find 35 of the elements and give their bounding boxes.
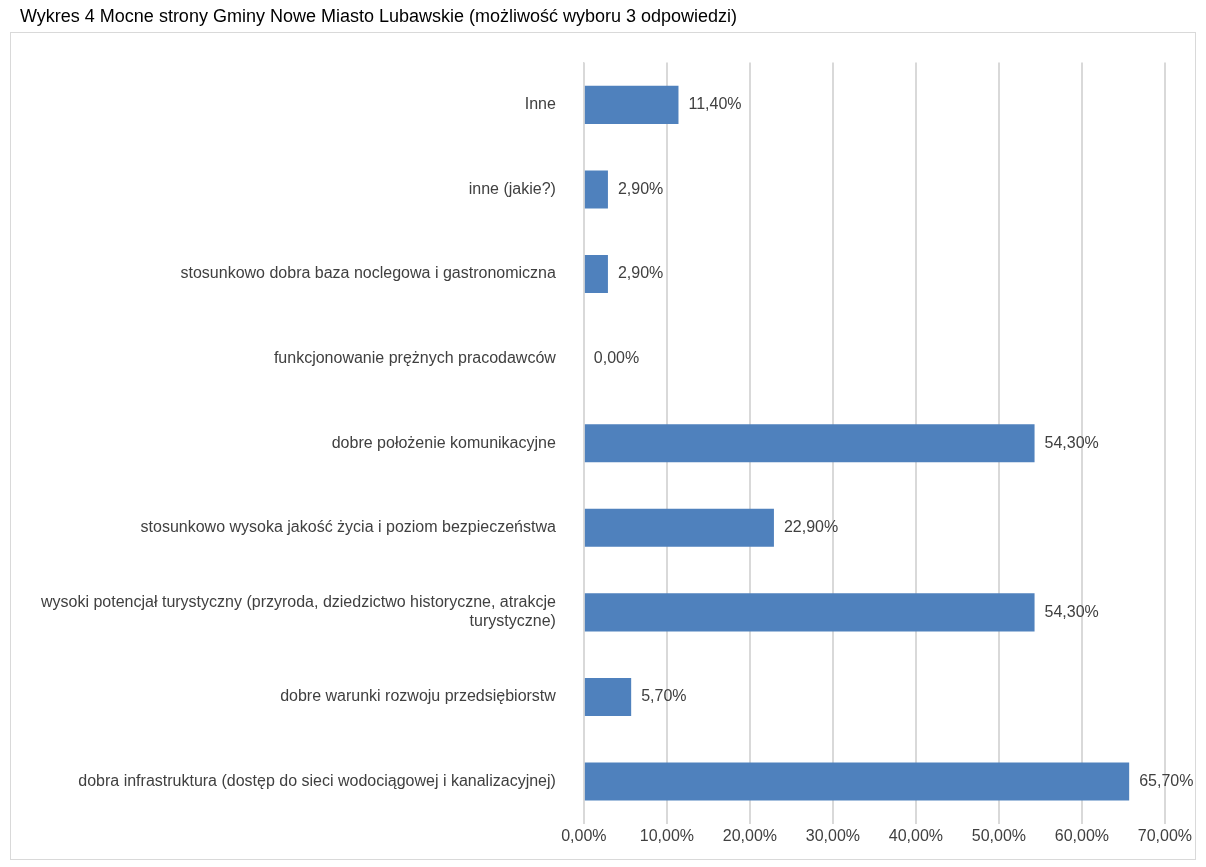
x-tick-label: 60,00% [1054,826,1109,844]
y-tick-label: stosunkowo wysoka jakość życia i poziom bezpieczeństwa [140,518,556,536]
y-tick-label: dobre warunki rozwoju przedsiębiorstw [280,687,557,705]
y-tick-label: dobre położenie komunikacyjne [331,433,556,451]
y-tick-label: funkcjonowanie prężnych pracodawców [273,349,557,367]
bar [584,424,1035,463]
y-tick-label: stosunkowo dobra baza noclegowa i gastronomiczna [180,264,556,282]
data-label: 5,70% [641,687,687,705]
data-label: 65,70% [1139,771,1194,789]
bar [584,593,1035,632]
data-label: 54,30% [1044,433,1099,451]
data-label: 0,00% [593,349,640,367]
x-tick-label: 50,00% [971,826,1026,844]
data-label: 11,40% [688,95,742,113]
data-label: 2,90% [617,179,664,197]
x-tick-label: 0,00% [561,826,607,844]
x-tick-label: 10,00% [639,826,694,844]
y-tick-label: wysoki potencjał turystyczny (przyroda, dziedzictwo historyczne, atrakcje turystyczne) [40,593,556,630]
bar [584,170,608,209]
data-label: 22,90% [783,518,839,536]
x-tick-label: 70,00% [1137,826,1192,844]
text: Wykres 4 Mocne strony Gminy Nowe Miasto Lubawskie (możliwość wyboru 3 odpowiedzi) [19,5,739,28]
bar [584,85,679,124]
x-tick-label: 20,00% [722,826,777,844]
bar [584,255,608,294]
y-tick-label: dobra infrastruktura (dostęp do sieci wodociągowej i kanalizacyjnej) [78,771,556,789]
y-tick-label: inne (jakie?) [468,179,556,197]
data-label: 2,90% [617,264,664,282]
bar [584,762,1130,801]
bar [584,508,774,547]
x-tick-label: 30,00% [805,826,860,844]
data-label: 54,30% [1044,602,1099,620]
x-tick-label: 40,00% [888,826,943,844]
y-tick-label: Inne [524,95,556,113]
bar [584,677,632,716]
